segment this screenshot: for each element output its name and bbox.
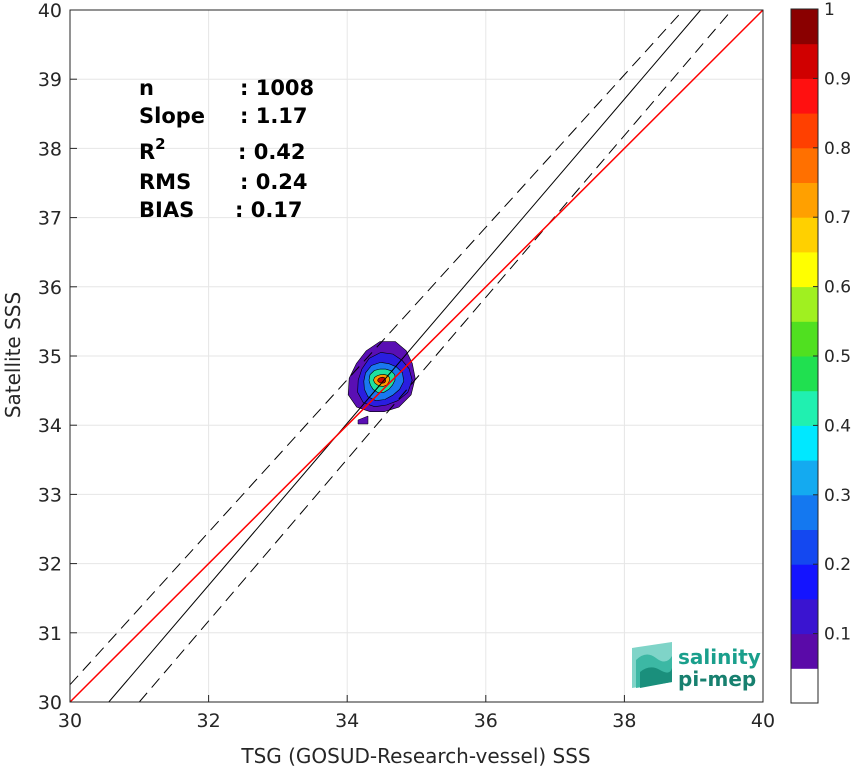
stat-label-text: BIAS: [139, 198, 194, 222]
stat-label-text: Slope: [139, 104, 205, 128]
stat-value: : 1.17: [240, 104, 308, 128]
stat-label-text: RMS: [139, 170, 191, 194]
stat-label-text: R: [139, 140, 155, 164]
colorbar-segment: [791, 529, 818, 565]
colorbar-segment: [791, 321, 818, 357]
colorbar-tick-label: 0.7: [824, 208, 851, 228]
y-tick-label: 39: [38, 69, 62, 91]
colorbar-tick-label: 0.6: [824, 278, 851, 298]
x-tick-label: 36: [474, 710, 498, 732]
stat-value: : 1008: [240, 76, 314, 100]
fit-lines: [70, 10, 763, 702]
y-tick-label: 31: [38, 623, 62, 645]
colorbar-segment: [791, 425, 818, 461]
stat-label: RMS: [139, 170, 191, 194]
logo-wave-icon-dark: [640, 667, 672, 688]
y-tick-label: 32: [38, 554, 62, 576]
contour-tail: [357, 415, 369, 425]
y-tick-label: 34: [38, 415, 62, 437]
colorbar-segment: [791, 78, 818, 114]
colorbar-segment: [791, 390, 818, 426]
stat-label: Slope: [139, 104, 205, 128]
x-tick-label: 34: [335, 710, 359, 732]
y-tick-label: 40: [38, 0, 62, 22]
colorbar-segment: [791, 43, 818, 79]
y-tick-label: 30: [38, 692, 62, 714]
contour-level: [377, 376, 386, 384]
colorbar-tick-label: 0.4: [824, 416, 851, 436]
colorbar-segment: [791, 113, 818, 149]
colorbar-segment: [791, 494, 818, 530]
y-axis-ticks: 30 31 32 33 34 35 36 37 38 39 40: [38, 0, 77, 714]
x-tick-label: 32: [197, 710, 221, 732]
colorbar-tick-label: 0.3: [824, 486, 851, 506]
stat-label: BIAS: [139, 198, 194, 222]
stat-label-text: n: [139, 76, 154, 100]
x-tick-label: 38: [612, 710, 636, 732]
stat-label: R2: [139, 135, 166, 164]
colorbar-segment: [791, 633, 818, 669]
stat-label: n: [139, 76, 154, 100]
logo-text-line1: salinity: [678, 645, 761, 669]
x-tick-label: 40: [751, 710, 775, 732]
y-tick-label: 36: [38, 277, 62, 299]
stat-label-sup: 2: [155, 135, 165, 153]
colorbar-segment: [791, 460, 818, 496]
colorbar-tick-label: 0.1: [824, 625, 851, 645]
colorbar-segment: [791, 286, 818, 322]
x-axis-ticks: 30 32 34 36 38 40: [58, 695, 775, 732]
colorbar-segment: [791, 251, 818, 288]
colorbar-segment: [791, 147, 818, 183]
colorbar-segment: [791, 668, 818, 704]
stat-value: : 0.24: [240, 170, 308, 194]
colorbar-tick-label: 0.8: [824, 139, 851, 159]
stats-box: n : 1008 Slope : 1.17 R2 : 0.42 RMS : 0.24 BIAS:…: [139, 76, 314, 222]
regression-line: [108, 10, 702, 702]
colorbar-tick-label: 0.2: [824, 555, 851, 575]
x-axis-label: TSG (GOSUD-Research-vessel) SSS: [240, 744, 590, 767]
density-contours: [347, 341, 416, 425]
y-axis-label: Satellite SSS: [1, 292, 25, 418]
logo-text-line2: pi-mep: [678, 667, 756, 691]
y-tick-label: 35: [38, 346, 62, 368]
colorbar-segment: [791, 9, 818, 45]
one-to-one-line: [70, 10, 763, 702]
colorbar-segment: [791, 182, 818, 218]
colorbar-segment: [791, 356, 818, 392]
x-tick-label: 30: [58, 710, 82, 732]
colorbar-tick-label: 0.9: [824, 69, 851, 89]
colorbar-segment: [791, 598, 818, 635]
colorbar: 0.1 0.2 0.3 0.4 0.5 0.6 0.7 0.8 0.9 1: [790, 0, 851, 704]
colorbar-tick-label: 1: [824, 0, 835, 20]
colorbar-tick-label: 0.5: [824, 347, 851, 367]
y-tick-label: 38: [38, 138, 62, 160]
stat-value: : 0.17: [235, 198, 303, 222]
colorbar-segment: [791, 217, 818, 253]
stat-value: : 0.42: [238, 140, 306, 164]
colorbar-segment: [791, 564, 818, 600]
y-tick-label: 37: [38, 208, 62, 230]
y-tick-label: 33: [38, 484, 62, 506]
